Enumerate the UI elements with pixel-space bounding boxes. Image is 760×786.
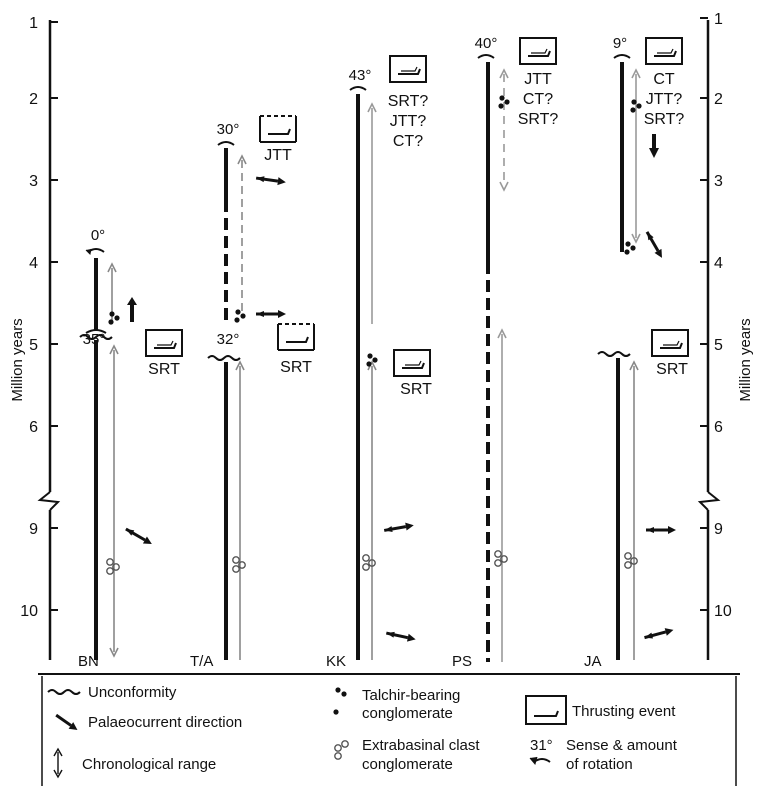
column-bn	[79, 248, 183, 660]
legend-palaeocurrent-symbol	[55, 713, 78, 731]
legend-palaeocurrent-text: Palaeocurrent direction	[88, 714, 242, 731]
right-tick-3: 3	[714, 173, 723, 190]
ps-event-ct-q: CT?	[523, 91, 553, 108]
ps-rotation-top: 40°	[475, 35, 498, 52]
left-tick-5: 5	[29, 337, 38, 354]
ja-event-srt: SRT	[656, 361, 688, 378]
legend-extrabasinal-text-1: Extrabasinal clast	[362, 737, 480, 754]
legend-unconformity-symbol	[47, 689, 81, 695]
right-tick-4: 4	[714, 255, 723, 272]
kk-event-srt: SRT	[400, 381, 432, 398]
legend-rotation-text-1: Sense & amount	[566, 737, 678, 754]
ja-event-ct: CT	[653, 71, 675, 88]
legend-rotation-sample: 31°	[530, 737, 553, 754]
kk-event-srt-q: SRT?	[388, 93, 429, 110]
ta-rotation-mid: 32°	[217, 331, 240, 348]
left-tick-6: 6	[29, 419, 38, 436]
left-tick-1: 1	[29, 15, 38, 32]
legend	[38, 673, 740, 786]
right-axis	[697, 17, 721, 660]
left-tick-9: 9	[29, 521, 38, 538]
ja-rotation-top: 9°	[613, 35, 627, 52]
column-kk	[349, 55, 431, 660]
kk-event-jtt-q: JTT?	[390, 113, 427, 130]
left-tick-3: 3	[29, 173, 38, 190]
right-tick-9: 9	[714, 521, 723, 538]
ps-event-srt-q: SRT?	[518, 111, 559, 128]
ja-label: JA	[584, 653, 602, 670]
ja-event-jtt-q: JTT?	[646, 91, 683, 108]
right-tick-2: 2	[714, 91, 723, 108]
left-tick-2: 2	[29, 91, 38, 108]
ta-rotation-top: 30°	[217, 121, 240, 138]
legend-thrusting-text: Thrusting event	[572, 703, 676, 720]
ps-event-jtt: JTT	[524, 71, 552, 88]
kk-label: KK	[326, 653, 346, 670]
right-axis-title: Million years	[737, 318, 754, 401]
column-ja	[597, 37, 689, 660]
bn-rotation-mid: 35°	[83, 331, 106, 348]
right-tick-6: 6	[714, 419, 723, 436]
legend-extrabasinal-symbol	[334, 740, 349, 760]
right-tick-10: 10	[714, 603, 732, 620]
bn-rotation-top: 0°	[91, 227, 105, 244]
ta-label: T/A	[190, 653, 213, 670]
left-tick-10: 10	[20, 603, 38, 620]
kk-event-ct-q: CT?	[393, 133, 423, 150]
legend-extrabasinal-text-2: conglomerate	[362, 756, 453, 773]
ja-event-srt-q: SRT?	[644, 111, 685, 128]
column-ps	[477, 37, 557, 662]
bn-event-srt: SRT	[148, 361, 180, 378]
ta-event-jtt: JTT	[264, 147, 292, 164]
legend-thrusting-symbol	[525, 695, 567, 725]
legend-talchir-text-2: conglomerate	[362, 705, 453, 722]
left-axis	[37, 20, 61, 660]
ta-event-srt: SRT	[280, 359, 312, 376]
ps-label: PS	[452, 653, 472, 670]
kk-rotation-top: 43°	[349, 67, 372, 84]
legend-rotation-symbol	[529, 756, 551, 766]
left-axis-title: Million years	[9, 318, 26, 401]
legend-talchir-text-1: Talchir-bearing	[362, 687, 460, 704]
right-tick-1: 1	[714, 11, 723, 28]
right-tick-5: 5	[714, 337, 723, 354]
legend-chronological-symbol	[53, 747, 63, 779]
left-tick-4: 4	[29, 255, 38, 272]
legend-talchir-symbol	[333, 687, 347, 715]
column-ta	[207, 115, 315, 660]
legend-unconformity-text: Unconformity	[88, 684, 177, 701]
bn-label: BN	[78, 653, 99, 670]
legend-rotation-text-2: of rotation	[566, 756, 633, 773]
legend-chronological-text: Chronological range	[82, 756, 216, 773]
